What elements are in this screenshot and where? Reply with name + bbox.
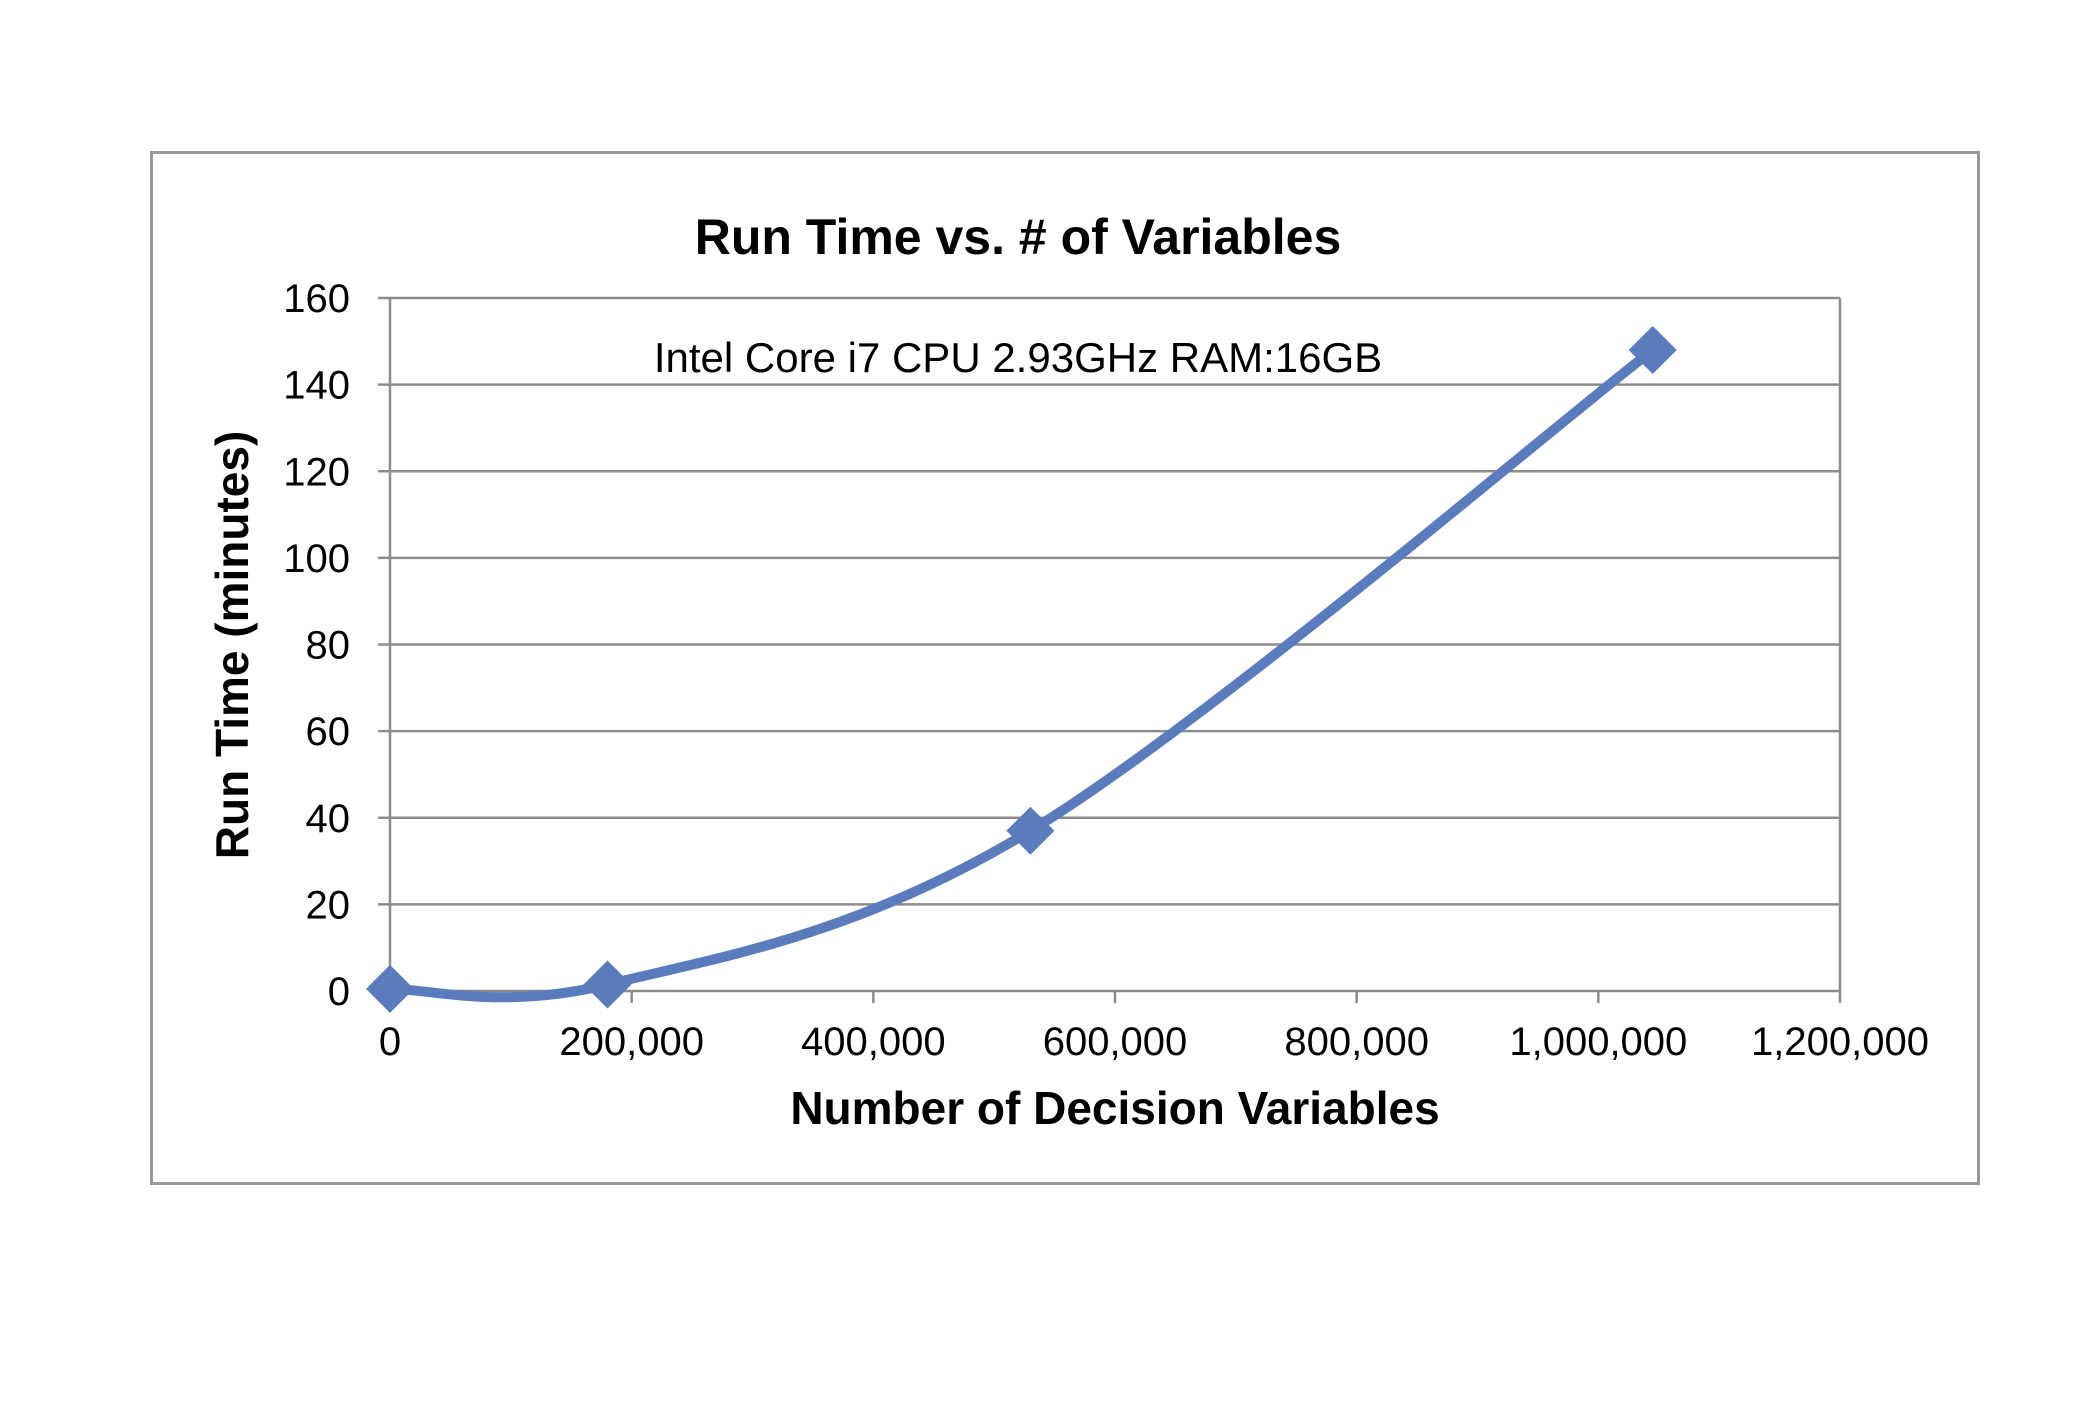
data-point-marker [1628, 325, 1677, 374]
chart-annotation: Intel Core i7 CPU 2.93GHz RAM:16GB [654, 334, 1382, 381]
y-tick-label: 0 [328, 970, 350, 1014]
data-point-marker [583, 960, 632, 1009]
axes [378, 296, 1842, 1003]
y-tick-label: 40 [306, 797, 351, 841]
gridlines [390, 296, 1842, 991]
data-point-marker [1006, 806, 1055, 855]
x-tick-label: 1,000,000 [1509, 1020, 1687, 1064]
x-tick-label: 400,000 [801, 1020, 946, 1064]
series-layer [366, 325, 1677, 1013]
x-tick-label: 0 [379, 1020, 401, 1064]
data-point-marker [366, 964, 414, 1013]
y-tick-label: 60 [306, 710, 351, 754]
y-tick-label: 140 [283, 364, 350, 408]
y-axis-title: Run Time (minutes) [206, 431, 258, 860]
y-tick-label: 100 [283, 537, 350, 581]
chart-frame [150, 151, 1980, 1185]
x-tick-label: 600,000 [1043, 1020, 1188, 1064]
tick-labels: 0 20 40 60 80 100 120 140 160 0 200,000 400,000 600,… [283, 277, 1929, 1064]
x-axis-title: Number of Decision Variables [790, 1082, 1439, 1134]
chart-title: Run Time vs. # of Variables [695, 209, 1342, 265]
y-tick-label: 120 [283, 450, 350, 494]
series-line [385, 344, 1658, 1003]
x-tick-label: 800,000 [1284, 1020, 1429, 1064]
x-tick-label: 1,200,000 [1751, 1020, 1929, 1064]
y-tick-label: 20 [306, 883, 351, 927]
y-tick-label: 80 [306, 624, 351, 668]
x-tick-label: 200,000 [559, 1020, 704, 1064]
y-tick-label: 160 [283, 277, 350, 321]
